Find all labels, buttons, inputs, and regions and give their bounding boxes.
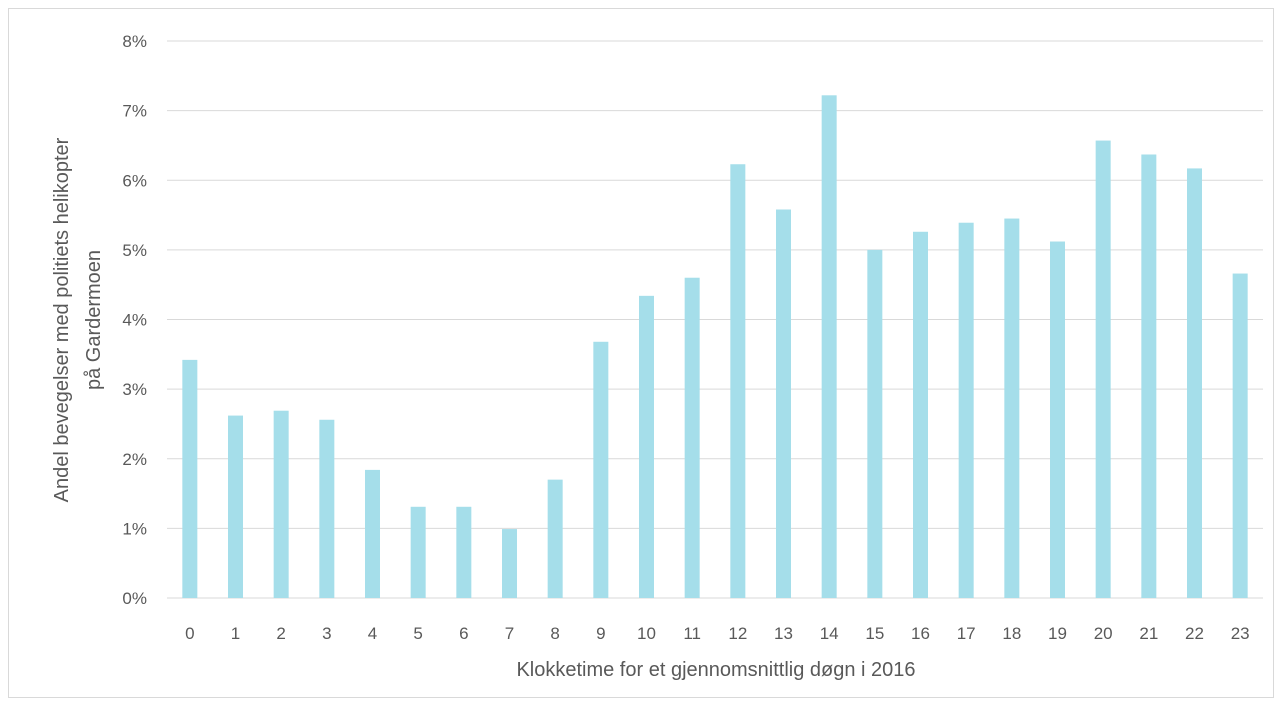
y-tick-label: 1% bbox=[122, 519, 147, 538]
x-tick-label: 11 bbox=[683, 624, 701, 643]
bar-hour-0 bbox=[182, 359, 198, 598]
x-tick-label: 2 bbox=[276, 624, 285, 643]
x-tick-label: 15 bbox=[865, 624, 884, 643]
bar-hour-11 bbox=[684, 277, 700, 598]
x-tick-label: 20 bbox=[1094, 624, 1113, 643]
x-tick-label: 17 bbox=[957, 624, 976, 643]
bar-hour-21 bbox=[1141, 154, 1157, 598]
bar-hour-7 bbox=[502, 529, 517, 598]
bar-hour-6 bbox=[456, 506, 472, 598]
x-tick-label: 3 bbox=[322, 624, 331, 643]
x-tick-label: 0 bbox=[185, 624, 194, 643]
gridlines bbox=[167, 40, 1263, 599]
x-tick-label: 5 bbox=[413, 624, 422, 643]
y-tick-label: 4% bbox=[122, 311, 147, 330]
bar-hour-8 bbox=[547, 479, 563, 598]
x-tick-label: 1 bbox=[231, 624, 240, 643]
x-tick-label: 21 bbox=[1139, 624, 1158, 643]
bar-hour-12 bbox=[730, 164, 746, 598]
bar-hour-10 bbox=[639, 295, 654, 598]
bar-hour-22 bbox=[1187, 168, 1202, 598]
x-axis-ticks: 0 1 2 3 4 5 6 7 8 9 10 11 12 13 14 15 16 17 18 19 20 21 22 23 bbox=[185, 624, 1250, 643]
bar-hour-13 bbox=[776, 209, 791, 598]
x-axis-title: Klokketime for et gjennomsnittlig døgn i… bbox=[516, 659, 915, 681]
y-tick-label: 7% bbox=[122, 102, 147, 121]
x-tick-label: 14 bbox=[820, 624, 839, 643]
bar-hour-15 bbox=[867, 249, 883, 598]
y-tick-label: 6% bbox=[122, 171, 147, 190]
x-tick-label: 12 bbox=[728, 624, 747, 643]
bar-hour-16 bbox=[913, 231, 928, 598]
y-tick-label: 0% bbox=[122, 589, 147, 608]
bar-hour-3 bbox=[319, 419, 335, 598]
x-tick-label: 6 bbox=[459, 624, 468, 643]
y-tick-label: 5% bbox=[122, 241, 147, 260]
bar-hour-18 bbox=[1004, 218, 1020, 598]
bar-hour-5 bbox=[410, 506, 426, 598]
x-tick-label: 23 bbox=[1231, 624, 1250, 643]
y-axis-title-line1: Andel bevegelser med politiets helikopte… bbox=[51, 137, 73, 502]
x-tick-label: 16 bbox=[911, 624, 930, 643]
x-tick-label: 9 bbox=[596, 624, 605, 643]
bar-hour-14 bbox=[821, 95, 837, 599]
bar-hour-23 bbox=[1232, 273, 1248, 598]
y-tick-label: 2% bbox=[122, 450, 147, 469]
bar-hour-19 bbox=[1050, 241, 1065, 598]
bar-hour-20 bbox=[1095, 140, 1111, 598]
bar-hour-9 bbox=[593, 341, 609, 598]
y-tick-label: 8% bbox=[122, 32, 147, 51]
y-axis-title-line2: på Gardermoen bbox=[83, 250, 105, 390]
bar-hour-2 bbox=[273, 410, 289, 598]
bar-hour-4 bbox=[365, 469, 380, 598]
bar-hour-17 bbox=[958, 222, 974, 598]
x-tick-label: 22 bbox=[1185, 624, 1204, 643]
y-tick-label: 3% bbox=[122, 380, 147, 399]
x-tick-label: 13 bbox=[774, 624, 793, 643]
x-tick-label: 18 bbox=[1002, 624, 1021, 643]
bars bbox=[182, 95, 1248, 599]
x-tick-label: 19 bbox=[1048, 624, 1067, 643]
bar-hour-1 bbox=[228, 415, 243, 598]
x-tick-label: 7 bbox=[505, 624, 514, 643]
x-tick-label: 10 bbox=[637, 624, 656, 643]
x-tick-label: 8 bbox=[550, 624, 559, 643]
y-axis-ticks: 0% 1% 2% 3% 4% 5% 6% 7% 8% bbox=[122, 32, 147, 608]
x-tick-label: 4 bbox=[368, 624, 377, 643]
